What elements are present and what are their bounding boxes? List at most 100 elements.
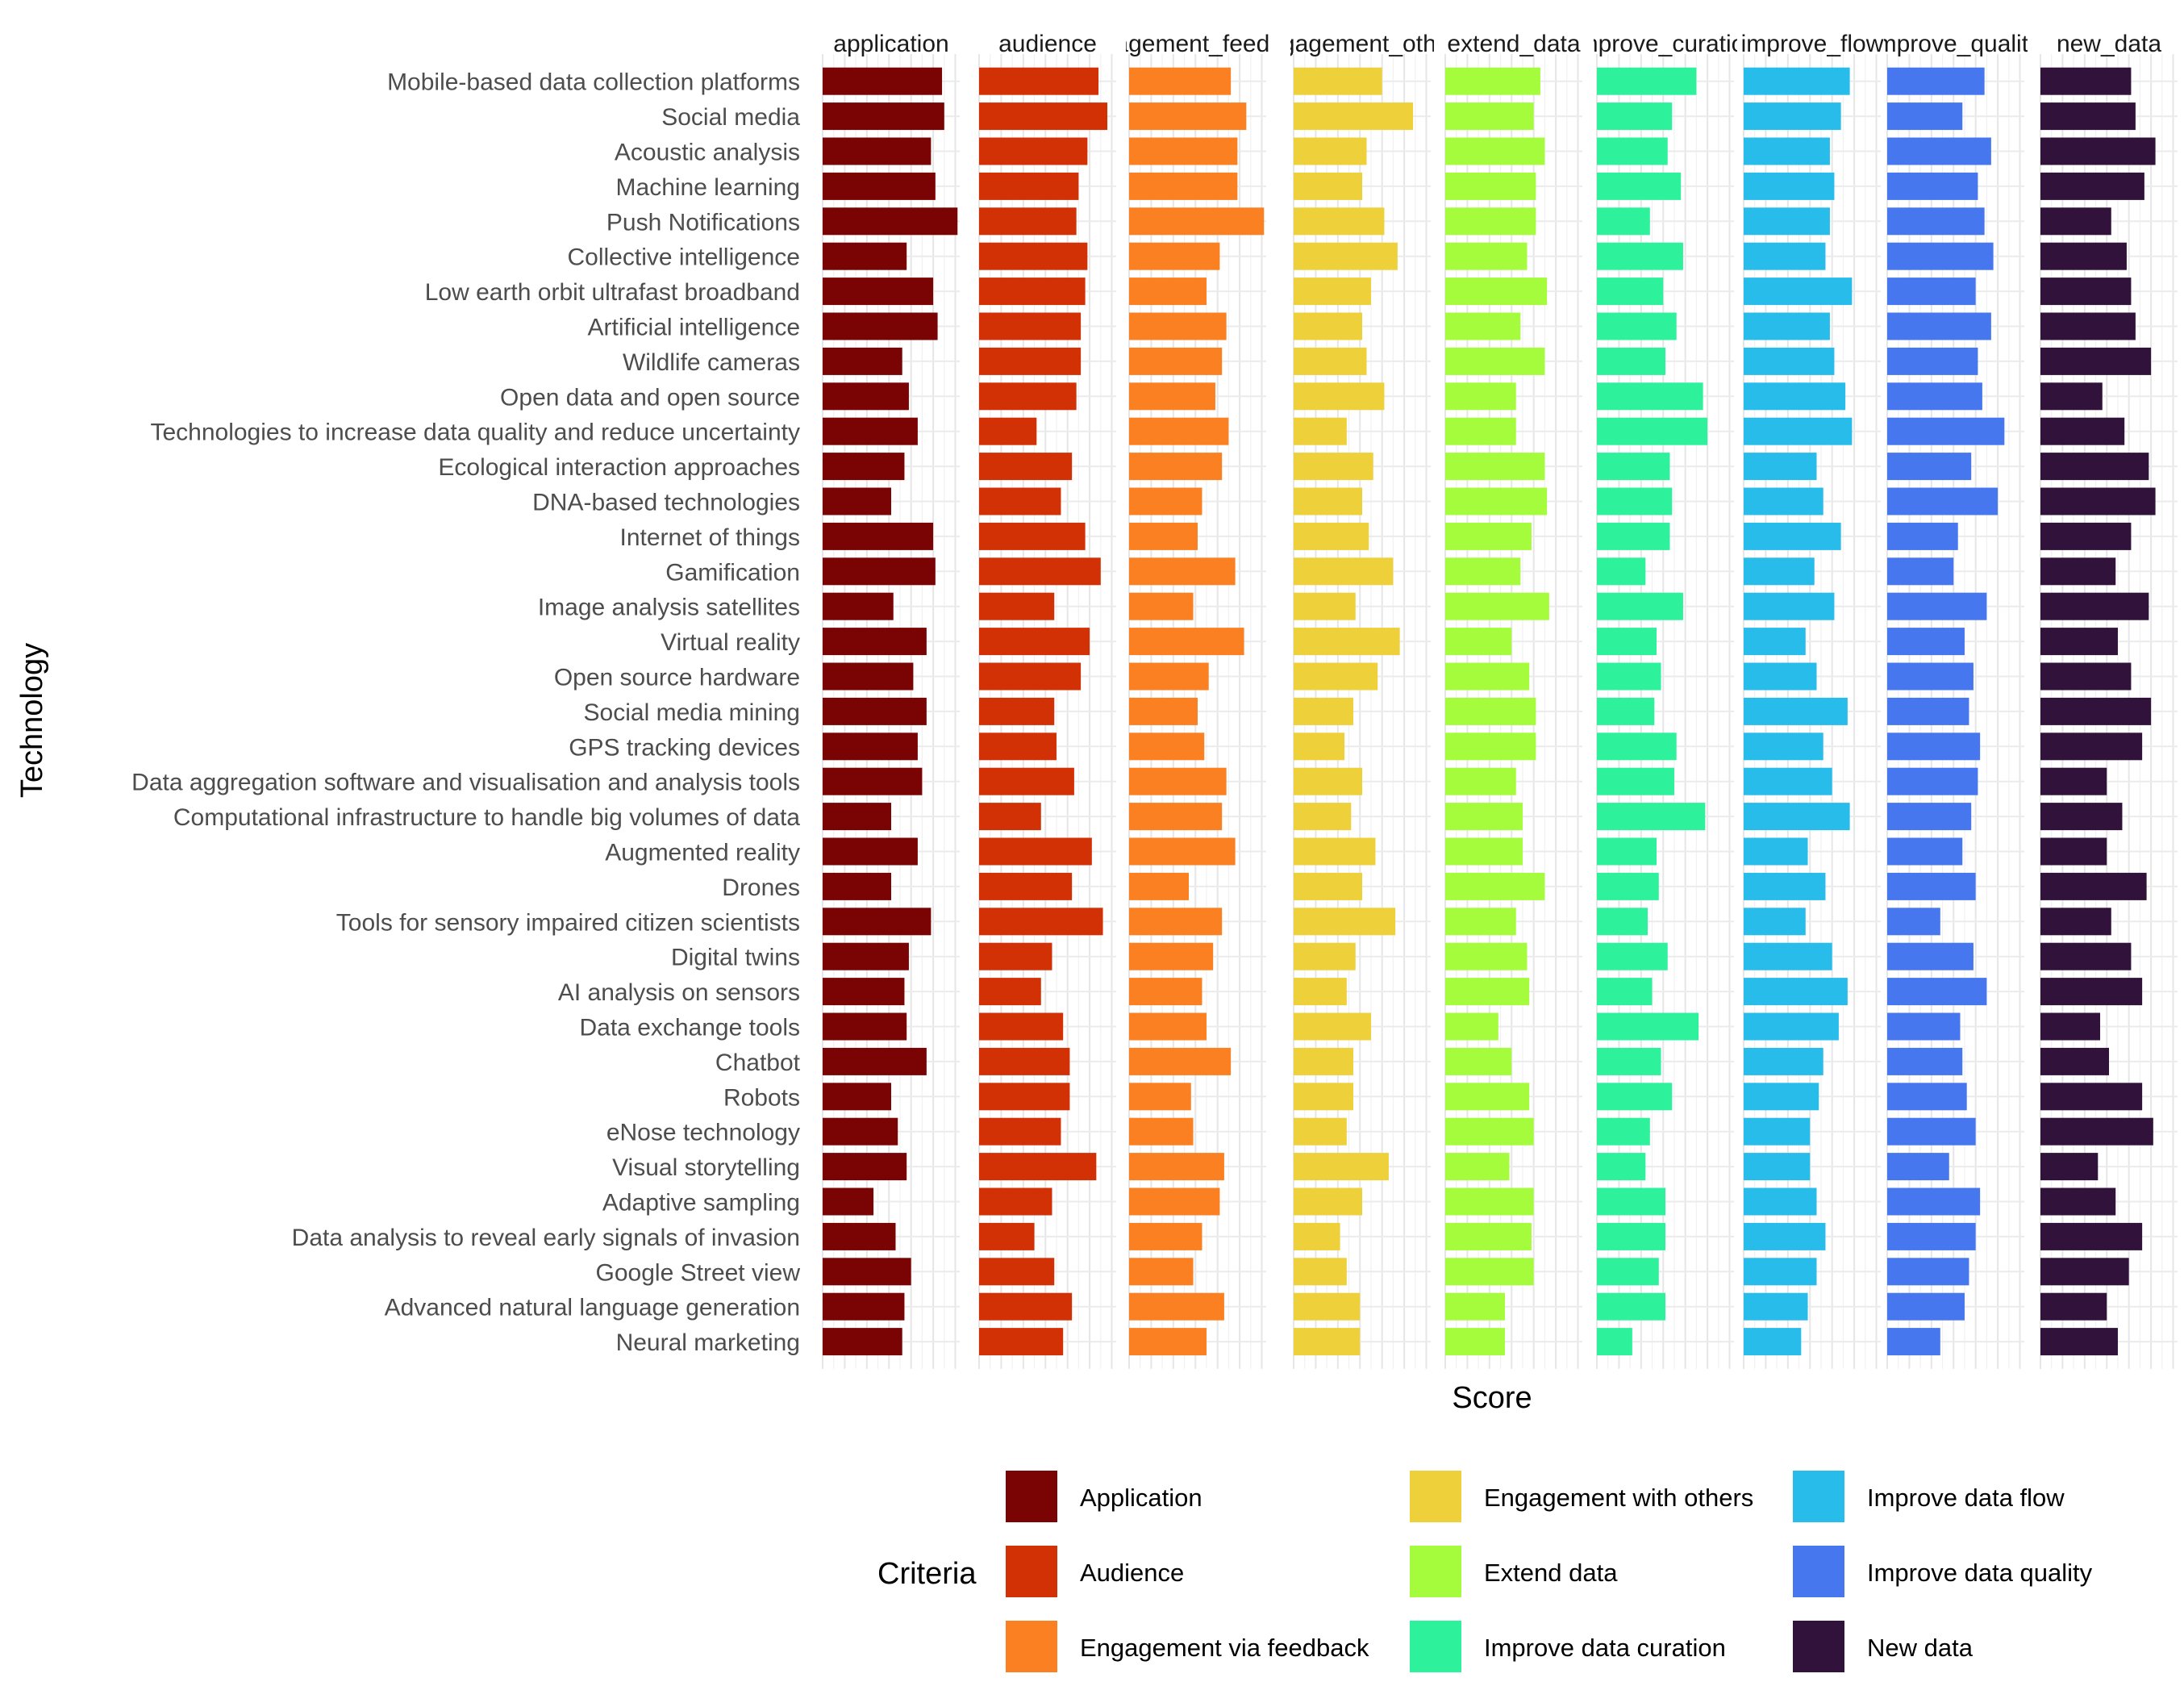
- bar-improve-flow-social-media-mining: [1744, 697, 1848, 725]
- bar-audience-gps-tracking-devices: [979, 732, 1057, 761]
- bar-improve-flow-ecological-interaction-approaches: [1744, 453, 1817, 481]
- bar-application-technologies-to-increase-data-quality-and-reduce-uncertainty: [823, 417, 918, 445]
- bar-engagement-feedback-push-notifications: [1129, 207, 1265, 236]
- bar-application-wildlife-cameras: [823, 347, 902, 375]
- bar-engagement-feedback-mobile-based-data-collection-platforms: [1129, 67, 1232, 95]
- bar-engagement-others-social-media: [1294, 102, 1414, 131]
- y-tick-label: Chatbot: [715, 1050, 801, 1076]
- y-tick-label: Acoustic analysis: [615, 140, 800, 166]
- bar-engagement-feedback-chatbot: [1129, 1047, 1232, 1075]
- legend-key-application: [1006, 1471, 1057, 1522]
- bar-engagement-feedback-wildlife-cameras: [1129, 347, 1223, 375]
- y-tick-label: Virtual reality: [661, 629, 800, 656]
- bar-improve-flow-dna-based-technologies: [1744, 487, 1823, 515]
- bar-audience-open-source-hardware: [979, 662, 1082, 691]
- bar-improve-flow-mobile-based-data-collection-platforms: [1744, 67, 1850, 95]
- bar-improve-flow-robots: [1744, 1083, 1819, 1111]
- bar-improve-quality-machine-learning: [1887, 172, 1978, 200]
- y-tick-label: GPS tracking devices: [569, 734, 800, 761]
- bar-engagement-others-ai-analysis-on-sensors: [1294, 978, 1347, 1006]
- bars-layer: [823, 67, 2156, 1356]
- bar-audience-dna-based-technologies: [979, 487, 1061, 515]
- y-tick-label: Internet of things: [620, 524, 800, 551]
- bar-extend-data-gps-tracking-devices: [1445, 732, 1536, 761]
- bar-improve-quality-image-analysis-satellites: [1887, 592, 1987, 620]
- bar-engagement-feedback-dna-based-technologies: [1129, 487, 1202, 515]
- y-tick-label: Visual storytelling: [612, 1154, 800, 1181]
- bar-audience-push-notifications: [979, 207, 1077, 236]
- y-tick-label: Computational infrastructure to handle b…: [173, 804, 800, 831]
- bar-new-data-artificial-intelligence: [2040, 312, 2136, 340]
- bar-improve-curation-ai-analysis-on-sensors: [1597, 978, 1653, 1006]
- bar-application-digital-twins: [823, 942, 909, 970]
- bar-extend-data-social-media: [1445, 102, 1534, 131]
- bar-engagement-feedback-social-media: [1129, 102, 1247, 131]
- bar-new-data-data-analysis-to-reveal-early-signals-of-invasion: [2040, 1222, 2143, 1250]
- bar-improve-flow-visual-storytelling: [1744, 1153, 1811, 1181]
- bar-engagement-others-wildlife-cameras: [1294, 347, 1367, 375]
- bar-audience-artificial-intelligence: [979, 312, 1082, 340]
- legend-key-improve-data-curation: [1410, 1621, 1461, 1672]
- legend-label-application: Application: [1080, 1484, 1202, 1512]
- bar-application-adaptive-sampling: [823, 1187, 874, 1216]
- facet-label-application: application: [833, 31, 948, 57]
- bar-improve-flow-social-media: [1744, 102, 1841, 131]
- bar-improve-flow-machine-learning: [1744, 172, 1835, 200]
- bar-engagement-others-social-media-mining: [1294, 697, 1354, 725]
- bar-audience-drones: [979, 872, 1073, 900]
- legend-key-improve-data-flow: [1793, 1471, 1844, 1522]
- bar-improve-flow-technologies-to-increase-data-quality-and-reduce-uncertainty: [1744, 417, 1853, 445]
- bar-audience-open-data-and-open-source: [979, 382, 1077, 411]
- bar-improve-flow-wildlife-cameras: [1744, 347, 1835, 375]
- bar-application-social-media-mining: [823, 697, 927, 725]
- bar-application-open-source-hardware: [823, 662, 914, 691]
- y-tick-label: Open source hardware: [554, 665, 800, 691]
- legend-key-engagement-with-others: [1410, 1471, 1461, 1522]
- y-tick-label: Digital twins: [671, 945, 800, 971]
- bar-improve-quality-tools-for-sensory-impaired-citizen-scientists: [1887, 908, 1940, 936]
- bar-audience-chatbot: [979, 1047, 1070, 1075]
- bar-engagement-feedback-technologies-to-increase-data-quality-and-reduce-uncertainty: [1129, 417, 1229, 445]
- bar-engagement-others-gps-tracking-devices: [1294, 732, 1345, 761]
- bar-improve-curation-dna-based-technologies: [1597, 487, 1673, 515]
- y-tick-label: DNA-based technologies: [532, 490, 800, 516]
- bar-new-data-digital-twins: [2040, 942, 2132, 970]
- bar-new-data-augmented-reality: [2040, 837, 2107, 866]
- bar-audience-visual-storytelling: [979, 1153, 1097, 1181]
- bar-improve-flow-ai-analysis-on-sensors: [1744, 978, 1848, 1006]
- bar-engagement-feedback-machine-learning: [1129, 172, 1238, 200]
- bar-extend-data-internet-of-things: [1445, 522, 1532, 550]
- bar-engagement-others-dna-based-technologies: [1294, 487, 1362, 515]
- bar-engagement-others-neural-marketing: [1294, 1328, 1361, 1356]
- bar-extend-data-chatbot: [1445, 1047, 1512, 1075]
- bar-engagement-feedback-enose-technology: [1129, 1117, 1194, 1146]
- bar-engagement-others-push-notifications: [1294, 207, 1385, 236]
- bar-engagement-feedback-computational-infrastructure-to-handle-big-volumes-of-data: [1129, 803, 1223, 831]
- bar-extend-data-social-media-mining: [1445, 697, 1536, 725]
- bar-new-data-dna-based-technologies: [2040, 487, 2156, 515]
- bar-audience-technologies-to-increase-data-quality-and-reduce-uncertainty: [979, 417, 1037, 445]
- bar-application-visual-storytelling: [823, 1153, 907, 1181]
- legend-label-engagement-with-others: Engagement with others: [1484, 1484, 1753, 1512]
- bar-extend-data-data-exchange-tools: [1445, 1012, 1498, 1041]
- bar-engagement-others-image-analysis-satellites: [1294, 592, 1356, 620]
- bar-improve-quality-dna-based-technologies: [1887, 487, 1999, 515]
- bar-engagement-others-computational-infrastructure-to-handle-big-volumes-of-data: [1294, 803, 1352, 831]
- facet-strips: application audienceengagement_feedbacken…: [833, 31, 2161, 57]
- bar-application-gps-tracking-devices: [823, 732, 918, 761]
- bar-improve-quality-technologies-to-increase-data-quality-and-reduce-uncertainty: [1887, 417, 2005, 445]
- bar-improve-curation-data-exchange-tools: [1597, 1012, 1699, 1041]
- y-tick-label: Artificial intelligence: [588, 315, 800, 341]
- bar-improve-quality-virtual-reality: [1887, 628, 1965, 656]
- bar-application-virtual-reality: [823, 628, 927, 656]
- bar-improve-curation-low-earth-orbit-ultrafast-broadband: [1597, 278, 1664, 306]
- bar-new-data-technologies-to-increase-data-quality-and-reduce-uncertainty: [2040, 417, 2125, 445]
- bar-new-data-internet-of-things: [2040, 522, 2132, 550]
- legend-title: Criteria: [877, 1557, 977, 1591]
- bar-improve-quality-data-exchange-tools: [1887, 1012, 1961, 1041]
- bar-engagement-feedback-neural-marketing: [1129, 1328, 1207, 1356]
- bar-improve-curation-adaptive-sampling: [1597, 1187, 1665, 1216]
- bar-extend-data-visual-storytelling: [1445, 1153, 1510, 1181]
- bar-application-machine-learning: [823, 172, 936, 200]
- facet-label-engagement-others: engagement_others: [1255, 31, 1470, 57]
